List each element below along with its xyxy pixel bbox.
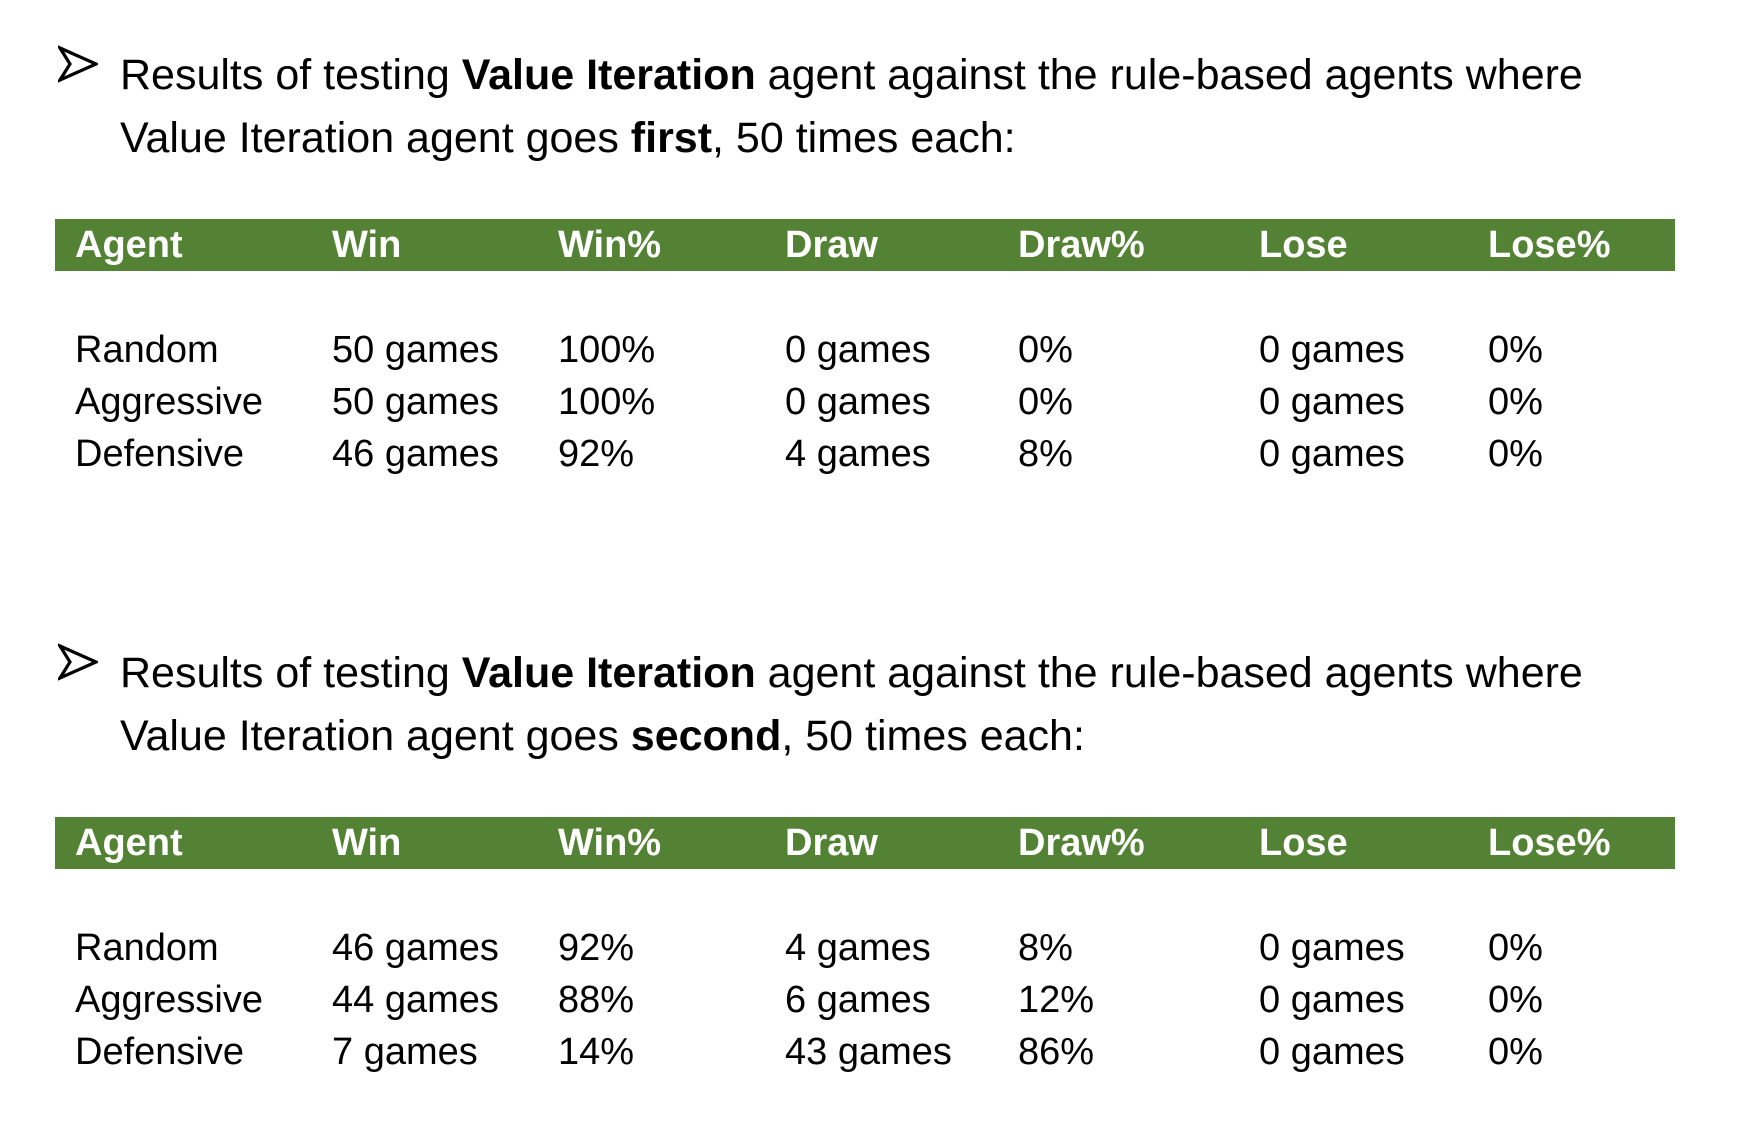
cell-agent: Random xyxy=(75,927,219,969)
cell-win: 7 games xyxy=(332,1031,478,1073)
table-row: Random 46 games 92% 4 games 8% 0 games 0… xyxy=(55,922,1675,974)
cell-agent: Random xyxy=(75,329,219,371)
header-lose-pct: Lose% xyxy=(1488,224,1611,266)
table-row: Aggressive 50 games 100% 0 games 0% 0 ga… xyxy=(55,376,1675,428)
cell-draw-pct: 12% xyxy=(1018,979,1095,1021)
cell-draw-pct: 0% xyxy=(1018,329,1073,371)
cell-win: 46 games xyxy=(332,927,499,969)
cell-lose: 0 games xyxy=(1259,433,1405,475)
cell-lose-pct: 0% xyxy=(1488,1031,1543,1073)
table-header-row: Agent Win Win% Draw Draw% Lose Lose% xyxy=(55,219,1675,271)
cell-win-pct: 100% xyxy=(558,381,656,423)
cell-draw: 0 games xyxy=(785,381,931,423)
header-win: Win xyxy=(332,224,402,266)
arrowhead-bullet-icon xyxy=(58,643,98,681)
header-lose: Lose xyxy=(1259,224,1348,266)
header-win: Win xyxy=(332,822,402,864)
cell-lose-pct: 0% xyxy=(1488,979,1543,1021)
heading-bold-agent: Value Iteration xyxy=(461,51,756,99)
table-row: Defensive 46 games 92% 4 games 8% 0 game… xyxy=(55,428,1675,480)
cell-win-pct: 88% xyxy=(558,979,635,1021)
cell-draw-pct: 8% xyxy=(1018,433,1073,475)
header-lose-pct: Lose% xyxy=(1488,822,1611,864)
results-table-first: Agent Win Win% Draw Draw% Lose Lose% Ran… xyxy=(55,219,1675,480)
cell-draw-pct: 8% xyxy=(1018,927,1073,969)
arrowhead-bullet-icon xyxy=(58,45,98,83)
cell-draw-pct: 0% xyxy=(1018,381,1073,423)
cell-draw: 43 games xyxy=(785,1031,952,1073)
cell-draw: 4 games xyxy=(785,927,931,969)
heading-text-post: , 50 times each: xyxy=(712,114,1016,162)
header-draw: Draw xyxy=(785,224,878,266)
cell-win: 50 games xyxy=(332,329,499,371)
cell-agent: Aggressive xyxy=(75,979,263,1021)
cell-agent: Defensive xyxy=(75,1031,244,1073)
cell-win-pct: 14% xyxy=(558,1031,635,1073)
header-draw-pct: Draw% xyxy=(1018,822,1145,864)
table-row: Aggressive 44 games 88% 6 games 12% 0 ga… xyxy=(55,974,1675,1026)
cell-lose-pct: 0% xyxy=(1488,381,1543,423)
header-win-pct: Win% xyxy=(558,224,662,266)
header-agent: Agent xyxy=(75,224,183,266)
header-agent: Agent xyxy=(75,822,183,864)
heading-text-pre: Results of testing xyxy=(120,649,462,697)
cell-lose: 0 games xyxy=(1259,329,1405,371)
cell-win: 50 games xyxy=(332,381,499,423)
cell-draw: 4 games xyxy=(785,433,931,475)
cell-agent: Aggressive xyxy=(75,381,263,423)
section-heading: Results of testing Value Iteration agent… xyxy=(120,642,1640,768)
cell-lose: 0 games xyxy=(1259,381,1405,423)
heading-text-mid: agent against the rule-based agents wher… xyxy=(120,649,1583,760)
table-row: Defensive 7 games 14% 43 games 86% 0 gam… xyxy=(55,1026,1675,1078)
cell-draw: 0 games xyxy=(785,329,931,371)
table-row: Random 50 games 100% 0 games 0% 0 games … xyxy=(55,324,1675,376)
heading-text-mid: agent against the rule-based agents wher… xyxy=(120,51,1583,162)
cell-lose: 0 games xyxy=(1259,1031,1405,1073)
section-heading: Results of testing Value Iteration agent… xyxy=(120,44,1640,170)
cell-lose-pct: 0% xyxy=(1488,329,1543,371)
table-body: Random 46 games 92% 4 games 8% 0 games 0… xyxy=(55,922,1675,1078)
cell-draw: 6 games xyxy=(785,979,931,1021)
header-draw: Draw xyxy=(785,822,878,864)
table-header-row: Agent Win Win% Draw Draw% Lose Lose% xyxy=(55,817,1675,869)
header-lose: Lose xyxy=(1259,822,1348,864)
header-win-pct: Win% xyxy=(558,822,662,864)
cell-win: 44 games xyxy=(332,979,499,1021)
cell-agent: Defensive xyxy=(75,433,244,475)
heading-bold-agent: Value Iteration xyxy=(461,649,756,697)
heading-text-pre: Results of testing xyxy=(120,51,462,99)
cell-draw-pct: 86% xyxy=(1018,1031,1095,1073)
cell-lose-pct: 0% xyxy=(1488,927,1543,969)
heading-text-post: , 50 times each: xyxy=(781,712,1085,760)
results-table-second: Agent Win Win% Draw Draw% Lose Lose% Ran… xyxy=(55,817,1675,1078)
cell-lose: 0 games xyxy=(1259,979,1405,1021)
cell-win-pct: 92% xyxy=(558,433,635,475)
heading-bold-order: second xyxy=(630,712,782,760)
table-body: Random 50 games 100% 0 games 0% 0 games … xyxy=(55,324,1675,480)
cell-lose-pct: 0% xyxy=(1488,433,1543,475)
cell-win: 46 games xyxy=(332,433,499,475)
cell-lose: 0 games xyxy=(1259,927,1405,969)
heading-bold-order: first xyxy=(630,114,713,162)
cell-win-pct: 92% xyxy=(558,927,635,969)
header-draw-pct: Draw% xyxy=(1018,224,1145,266)
cell-win-pct: 100% xyxy=(558,329,656,371)
